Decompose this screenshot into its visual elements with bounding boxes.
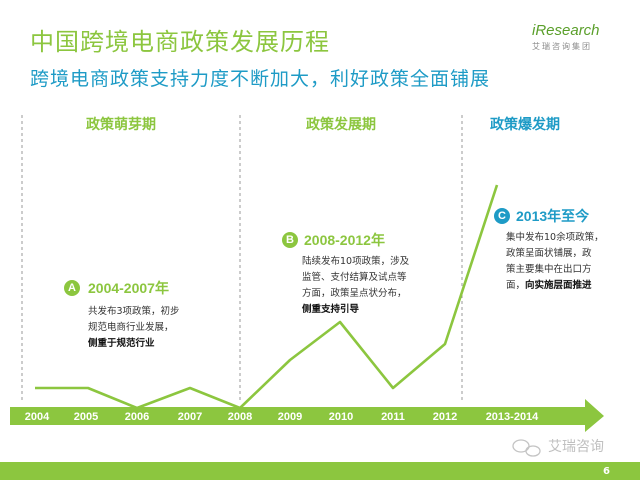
callout-c-emphasis: 向实施层面推进 xyxy=(525,280,592,291)
callout-c-line: 政策呈面状铺展，政 xyxy=(506,248,592,259)
badge-a: A xyxy=(64,280,80,296)
callout-c-line: 策主要集中在出口方 xyxy=(506,264,592,275)
callout-b-line: 监管、支付结算及试点等 xyxy=(302,272,407,283)
year-label: 2013-2014 xyxy=(486,411,539,423)
callout-a-line: 共发布3项政策，初步 xyxy=(88,306,180,317)
year-label: 2007 xyxy=(178,411,202,423)
callout-b-emphasis: 侧重支持引导 xyxy=(302,304,360,315)
phase-title-explosion: 政策爆发期 xyxy=(490,117,560,133)
callout-a-emphasis: 侧重于规范行业 xyxy=(88,338,155,349)
year-label: 2005 xyxy=(74,411,98,423)
page-subtitle: 跨境电商政策支持力度不断加大，利好政策全面铺展 xyxy=(30,68,491,90)
callout-c-description: 集中发布10余项政策， 政策呈面状铺展，政 策主要集中在出口方 面，向实施层面推… xyxy=(506,230,604,294)
callout-c-line-prefix: 面， xyxy=(506,280,526,291)
year-label: 2010 xyxy=(329,411,353,423)
timeline-arrow xyxy=(10,399,604,432)
callout-a: A 2004-2007年 共发布3项政策，初步 规范电商行业发展， 侧重于规范行… xyxy=(64,278,180,352)
callout-c-period: 2013年至今 xyxy=(516,208,590,224)
footer-bar xyxy=(0,462,640,480)
timeline-years: 2004 2005 2006 2007 2008 2009 2010 2011 … xyxy=(25,411,539,423)
iresearch-logo: iResearch 艾瑞咨询集团 xyxy=(532,22,630,58)
callout-b-description: 陆续发布10项政策，涉及 监管、支付结算及试点等 方面，政策呈点状分布， 侧重支… xyxy=(302,254,409,318)
year-label: 2006 xyxy=(125,411,149,423)
callout-a-description: 共发布3项政策，初步 规范电商行业发展， 侧重于规范行业 xyxy=(88,304,180,352)
year-label: 2008 xyxy=(228,411,252,423)
logo-name: iResearch xyxy=(532,22,600,39)
policy-trend-line xyxy=(35,184,499,410)
callout-b: B 2008-2012年 陆续发布10项政策，涉及 监管、支付结算及试点等 方面… xyxy=(282,230,409,318)
callout-c: C 2013年至今 集中发布10余项政策， 政策呈面状铺展，政 策主要集中在出口… xyxy=(494,206,604,294)
callout-b-line: 方面，政策呈点状分布， xyxy=(302,288,407,299)
logo-subtitle: 艾瑞咨询集团 xyxy=(532,42,592,51)
badge-c: C xyxy=(494,208,510,224)
callout-a-line: 规范电商行业发展， xyxy=(88,322,174,333)
callout-c-line-last: 面，向实施层面推进 xyxy=(506,278,604,294)
phase-title-germination: 政策萌芽期 xyxy=(86,117,156,133)
callout-b-period: 2008-2012年 xyxy=(304,232,385,248)
callout-c-line: 集中发布10余项政策， xyxy=(506,232,604,243)
page-title: 中国跨境电商政策发展历程 xyxy=(30,28,330,56)
callout-b-line: 陆续发布10项政策，涉及 xyxy=(302,256,410,267)
year-label: 2011 xyxy=(381,411,405,423)
phase-title-development: 政策发展期 xyxy=(306,117,376,133)
callout-a-period: 2004-2007年 xyxy=(88,280,169,296)
wechat-account-label: 艾瑞咨询 xyxy=(548,439,604,455)
badge-b: B xyxy=(282,232,298,248)
page-number: 6 xyxy=(603,466,610,477)
year-label: 2004 xyxy=(25,411,50,423)
wechat-icon xyxy=(512,439,541,457)
year-label: 2009 xyxy=(278,411,302,423)
year-label: 2012 xyxy=(433,411,457,423)
